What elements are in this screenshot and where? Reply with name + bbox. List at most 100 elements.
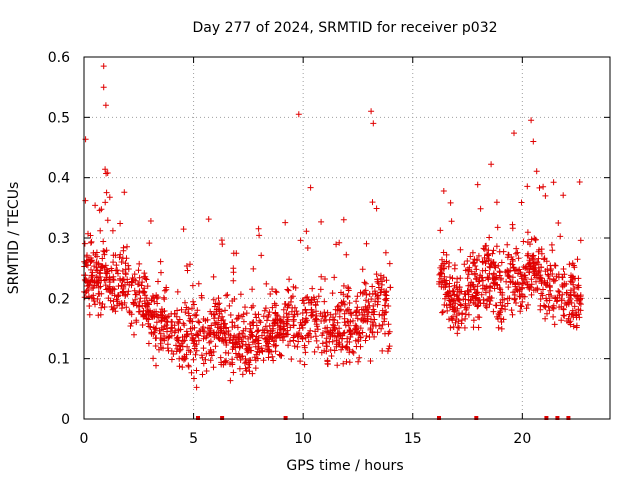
data-point xyxy=(307,184,314,191)
data-point xyxy=(329,338,336,345)
data-point xyxy=(151,294,157,301)
data-point xyxy=(254,348,261,355)
data-point xyxy=(311,318,318,325)
data-point xyxy=(323,328,330,335)
data-point xyxy=(131,271,138,278)
data-point xyxy=(261,307,268,314)
data-point xyxy=(561,312,568,319)
data-point xyxy=(100,248,107,254)
data-point xyxy=(570,323,577,330)
data-point xyxy=(112,252,119,259)
data-point xyxy=(142,275,149,282)
data-point xyxy=(213,330,220,336)
data-point xyxy=(511,267,518,274)
data-point xyxy=(323,335,330,342)
data-point xyxy=(180,338,187,345)
data-point xyxy=(193,367,200,374)
data-point xyxy=(131,287,138,294)
data-point xyxy=(573,324,580,331)
data-point xyxy=(545,272,552,279)
data-point xyxy=(143,276,150,283)
data-point xyxy=(570,262,577,269)
data-point xyxy=(312,333,319,340)
data-point xyxy=(286,276,293,283)
data-point xyxy=(260,357,267,364)
data-point xyxy=(365,309,372,316)
data-point xyxy=(333,337,340,344)
data-point xyxy=(193,331,200,338)
data-point xyxy=(452,300,459,307)
data-point xyxy=(252,365,259,372)
data-point xyxy=(476,278,483,284)
data-point xyxy=(270,357,277,364)
data-point xyxy=(498,325,505,332)
data-point xyxy=(560,192,567,199)
data-point xyxy=(225,350,232,357)
data-point xyxy=(119,276,126,283)
data-point xyxy=(523,305,530,312)
data-point xyxy=(465,311,472,318)
data-point xyxy=(356,354,363,361)
data-point xyxy=(341,329,348,336)
x-tick-label: 15 xyxy=(404,431,422,447)
data-point xyxy=(248,331,255,338)
data-point xyxy=(530,287,537,294)
data-point xyxy=(553,273,560,280)
data-point xyxy=(445,263,452,270)
data-point xyxy=(492,264,499,271)
data-point xyxy=(486,234,493,241)
data-point xyxy=(185,310,192,317)
data-point xyxy=(382,296,389,303)
data-point xyxy=(194,307,201,314)
data-point xyxy=(496,285,503,291)
data-point xyxy=(569,310,576,317)
data-point xyxy=(446,316,452,323)
data-point xyxy=(322,276,328,282)
data-point xyxy=(236,343,243,350)
data-point xyxy=(506,295,513,302)
data-point xyxy=(472,294,479,301)
data-point xyxy=(470,283,477,290)
data-point xyxy=(477,205,484,212)
data-point xyxy=(98,206,105,213)
data-point xyxy=(85,230,91,237)
data-point xyxy=(577,301,584,308)
data-point xyxy=(102,276,109,283)
data-point xyxy=(343,358,350,365)
data-point xyxy=(494,313,500,320)
data-point xyxy=(353,298,360,305)
data-point xyxy=(571,303,578,310)
data-point xyxy=(88,266,94,273)
data-point xyxy=(567,318,574,325)
data-point-peak xyxy=(295,111,302,118)
data-point xyxy=(552,262,559,269)
data-point xyxy=(136,274,143,281)
data-point xyxy=(543,297,550,304)
data-point xyxy=(378,281,385,288)
data-point xyxy=(106,279,113,286)
data-point xyxy=(486,270,493,277)
data-point xyxy=(488,295,495,301)
data-point xyxy=(308,296,315,303)
data-point xyxy=(465,271,472,278)
data-point xyxy=(81,240,88,247)
data-point xyxy=(482,289,489,296)
data-point xyxy=(344,293,351,299)
data-point xyxy=(280,323,287,330)
data-point xyxy=(341,319,348,326)
data-point xyxy=(285,342,292,349)
y-tick-label: 0.3 xyxy=(48,231,70,247)
data-point xyxy=(182,299,188,306)
data-point xyxy=(387,284,394,291)
data-point xyxy=(566,261,573,268)
data-point xyxy=(246,328,253,335)
data-point xyxy=(504,300,511,307)
data-point xyxy=(443,277,450,284)
data-point xyxy=(255,346,262,352)
data-point xyxy=(106,194,113,201)
data-point xyxy=(185,347,192,354)
data-point xyxy=(536,184,543,191)
data-point xyxy=(279,318,286,325)
data-point xyxy=(200,360,207,367)
data-point xyxy=(130,299,137,306)
